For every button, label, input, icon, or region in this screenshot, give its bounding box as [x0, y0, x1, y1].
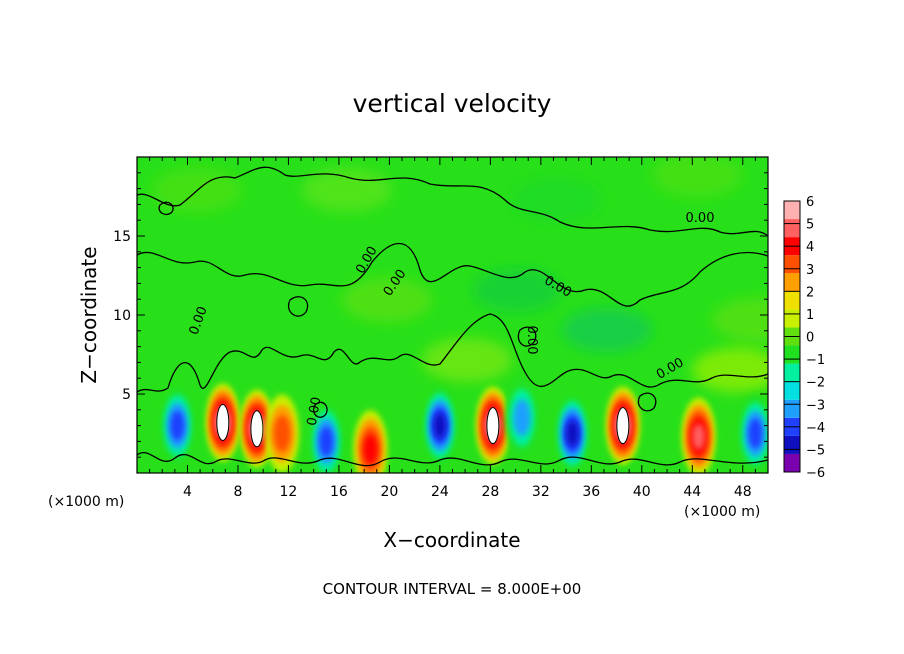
x-tick-label-28: 28 [481, 484, 499, 500]
background-texture-1 [302, 168, 392, 212]
velocity-cell-8 [504, 378, 539, 457]
velocity-cell-9 [555, 394, 590, 473]
zero-contour-base [137, 452, 768, 467]
x-axis-label: X−coordinate [383, 528, 520, 552]
velocity-cell-7 [475, 386, 510, 465]
background-texture-5 [342, 278, 432, 322]
x-tick-label-48: 48 [734, 484, 752, 500]
x-tick-label-44: 44 [683, 484, 701, 500]
colorbar-label-2: 4 [806, 240, 814, 255]
background-texture-6 [472, 268, 562, 312]
x-tick-label-36: 36 [582, 484, 600, 500]
velocity-cell-11 [681, 397, 716, 473]
colorbar-swatch-10 [784, 273, 800, 292]
x-tick-label-12: 12 [280, 484, 298, 500]
colorbar-swatch-6 [784, 345, 800, 364]
zero-contour-island-4 [637, 392, 657, 412]
colorbar: 6 5 4 3 2 1 0 −1 −2 −3 −4 −5 −6 [783, 195, 825, 481]
colorbar-label-1: 5 [806, 218, 814, 233]
colorbar-label-0: 6 [806, 195, 814, 210]
y-tick-label-10: 10 [113, 308, 131, 324]
x-tick-label-20: 20 [380, 484, 398, 500]
colorbar-swatch-3 [784, 399, 800, 418]
velocity-cell-4 [309, 402, 344, 473]
y-axis-label: Z−coordinate [77, 246, 101, 383]
contour-label-5: 0.00 [524, 326, 539, 355]
velocity-cell-5 [353, 410, 388, 473]
zero-contour-lower [137, 313, 768, 393]
velocity-peak-10 [616, 407, 630, 445]
background-texture-9 [812, 278, 902, 322]
colorbar-label-11: −5 [806, 443, 825, 458]
colorbar-label-4: 2 [806, 285, 814, 300]
background-texture-10 [422, 338, 512, 382]
chart-title: vertical velocity [353, 89, 552, 118]
x-unit-right: (×1000 m) [684, 504, 760, 520]
zero-contour-island-3 [517, 326, 537, 347]
velocity-cell-2 [239, 389, 274, 468]
colorbar-label-5: 1 [806, 308, 814, 323]
x-tick-label-16: 16 [330, 484, 348, 500]
colorbar-swatch-14 [784, 201, 800, 220]
x-axis: 4 8 12 16 20 24 28 32 36 40 44 48 [149, 157, 756, 500]
zero-contour-island-5 [313, 401, 328, 418]
y-axis: 5 10 15 [113, 172, 768, 458]
x-tick-label-8: 8 [233, 484, 242, 500]
contour-interval-note: CONTOUR INTERVAL = 8.000E+00 [323, 580, 582, 598]
y-tick-label-5: 5 [122, 387, 131, 403]
colorbar-label-9: −3 [806, 398, 825, 413]
y-tick-label-15: 15 [113, 229, 131, 245]
colorbar-label-12: −6 [806, 466, 825, 481]
colorbar-label-6: 0 [806, 331, 814, 346]
colorbar-swatch-1 [784, 435, 800, 454]
zero-contour-island-1 [158, 201, 174, 216]
colorbar-swatch-8 [784, 309, 800, 328]
velocity-cell-10 [605, 386, 640, 465]
plot-area: 0.000.000.000.00 0.000.000.000.00 [137, 157, 902, 473]
velocity-peak-7 [486, 407, 500, 445]
velocity-peak-2 [250, 410, 264, 448]
zero-contour-mid [137, 242, 768, 307]
x-unit-left: (×1000 m) [48, 494, 124, 510]
velocity-cell-0 [160, 386, 195, 465]
colorbar-label-7: −1 [806, 353, 825, 368]
background-texture-8 [562, 308, 652, 352]
x-tick-label-40: 40 [633, 484, 651, 500]
zero-contour-upper [137, 166, 768, 237]
colorbar-swatch-5 [784, 363, 800, 382]
velocity-cell-1 [205, 383, 240, 462]
x-tick-label-4: 4 [183, 484, 192, 500]
background-texture-7 [712, 298, 768, 342]
velocity-cell-6 [422, 386, 457, 465]
velocity-cell-3 [265, 394, 300, 473]
colorbar-swatch-0 [784, 453, 800, 472]
colorbar-label-10: −4 [806, 421, 825, 436]
contour-label-7: 0.00 [305, 396, 325, 427]
colorbar-swatch-9 [784, 291, 800, 310]
x-tick-label-24: 24 [431, 484, 449, 500]
x-tick-label-32: 32 [532, 484, 550, 500]
background-texture-2 [512, 178, 602, 222]
colorbar-swatch-11 [784, 255, 800, 274]
colorbar-swatch-13 [784, 219, 800, 238]
velocity-peak-1 [216, 403, 230, 441]
background-texture-3 [652, 157, 742, 197]
velocity-cell-12 [738, 394, 768, 473]
background-texture-11 [692, 348, 768, 392]
colorbar-label-8: −2 [806, 376, 825, 391]
zero-contour-island-2 [287, 296, 309, 317]
contour-label-0: 0.00 [686, 211, 715, 226]
colorbar-label-3: 3 [806, 263, 814, 278]
colorbar-swatch-4 [784, 381, 800, 400]
